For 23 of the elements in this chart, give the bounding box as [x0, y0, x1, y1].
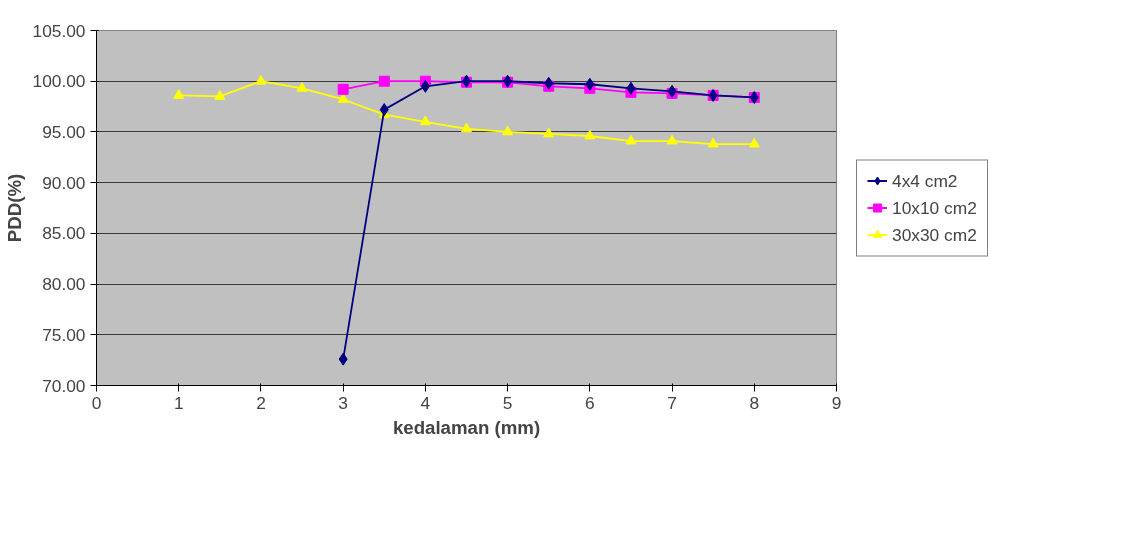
x-tick-label: 8: [749, 392, 760, 413]
y-tick-label: 105.00: [32, 20, 86, 41]
y-tick-label: 70.00: [42, 375, 86, 396]
y-axis-title: PDD(%): [3, 173, 25, 243]
x-tick-label: 6: [585, 392, 595, 413]
x-tick-label: 2: [256, 392, 266, 413]
legend-label: 4x4 cm2: [892, 170, 958, 191]
x-tick-label: 9: [831, 392, 842, 413]
y-tick-label: 85.00: [42, 223, 86, 244]
y-tick-label: 90.00: [42, 172, 86, 193]
x-tick-label: 7: [667, 392, 677, 413]
x-tick-label: 4: [420, 392, 431, 413]
x-axis-title: kedalaman (mm): [392, 416, 541, 438]
legend-label: 10x10 cm2: [892, 197, 977, 218]
x-tick-label: 3: [338, 392, 348, 413]
x-tick-label: 5: [502, 392, 513, 413]
x-tick-label: 0: [91, 392, 102, 413]
y-tick-label: 80.00: [42, 274, 86, 295]
y-tick-label: 95.00: [42, 121, 86, 142]
legend-label: 30x30 cm2: [892, 224, 977, 245]
x-tick-label: 1: [173, 392, 184, 413]
y-tick-label: 75.00: [42, 324, 86, 345]
y-tick-label: 100.00: [32, 71, 86, 92]
